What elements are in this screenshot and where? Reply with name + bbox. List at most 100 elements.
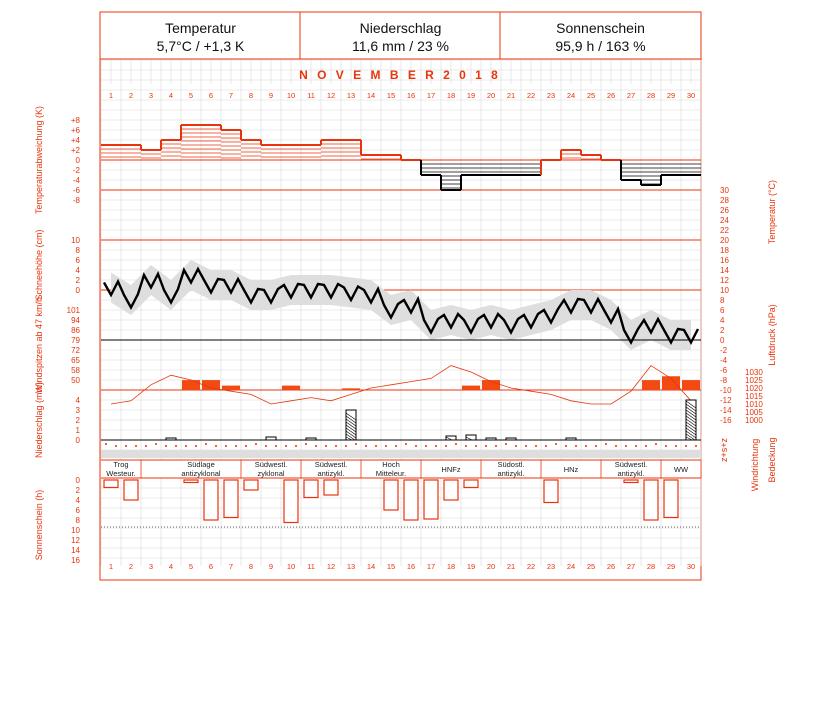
temp-anomaly-tick: 0 (76, 156, 81, 165)
temp-anomaly-tick: -6 (73, 186, 81, 195)
precip-hatch (685, 412, 697, 421)
wind-direction-dot (455, 443, 457, 445)
wind-direction-dot (645, 445, 647, 447)
sunshine-bar (623, 479, 639, 484)
precip-tick: 3 (76, 406, 81, 415)
wind-direction-dot (635, 445, 637, 447)
cloud-cover-band (101, 450, 701, 458)
wind-direction-dot (605, 443, 607, 445)
day-label-bottom: 24 (567, 562, 575, 571)
wind-direction-dot (395, 445, 397, 447)
wind-direction-dot (425, 445, 427, 447)
temperature-tick: 18 (720, 246, 729, 255)
day-label-top: 6 (209, 91, 213, 100)
precip-hatch (685, 433, 696, 441)
precip-tick: 2 (76, 416, 81, 425)
weather-type-label: HNFz (441, 465, 460, 474)
wind-direction-dot (545, 445, 547, 447)
wind-direction-dot (465, 445, 467, 447)
sunshine-tick: 10 (71, 526, 80, 535)
weather-type-label: Hoch (382, 460, 400, 469)
temperature-tick: 30 (720, 186, 729, 195)
sunshine-bar (323, 479, 339, 496)
wind-direction-dot (355, 443, 357, 445)
wind-direction-dot (585, 445, 587, 447)
wind-direction-dot (405, 443, 407, 445)
snow-tick: 0 (76, 286, 81, 295)
day-label-bottom: 21 (507, 562, 515, 571)
sunshine-bar (123, 479, 139, 501)
day-label-top: 11 (307, 91, 315, 100)
sunshine-tick: 4 (76, 496, 81, 505)
weather-type-label: Südwestl. (255, 460, 288, 469)
precip-hatch (345, 430, 357, 439)
wind-direction-dot (135, 445, 137, 447)
wind-direction-dot (575, 445, 577, 447)
day-label-top: 20 (487, 91, 495, 100)
precip-tick: 0 (76, 436, 81, 445)
precip-bar (505, 437, 517, 441)
axis-title-sunshine: Sonnenschein (h) (34, 490, 44, 561)
axis-title-temperature: Temperatur (°C) (767, 180, 777, 244)
precip-hatch (685, 418, 697, 427)
sunshine-tick: 14 (71, 546, 80, 555)
temperature-tick: 26 (720, 206, 729, 215)
header-temperature-title: Temperatur (165, 20, 236, 36)
day-label-top: 15 (387, 91, 395, 100)
day-label-bottom: 12 (327, 562, 335, 571)
header-temperature-value: 5,7°C / +1,3 K (156, 38, 245, 54)
day-label-top: 1 (109, 91, 113, 100)
temperature-tick: -2 (720, 346, 728, 355)
sunshine-tick: 0 (76, 476, 81, 485)
pressure-tick: 1010 (745, 400, 763, 409)
temperature-tick: 12 (720, 276, 729, 285)
wind-direction-dot (415, 445, 417, 447)
wind-direction-dot (175, 445, 177, 447)
temperature-tick: -12 (720, 396, 732, 405)
wind-gust-bar (202, 380, 220, 390)
day-label-top: 2 (129, 91, 133, 100)
wind-direction-dot (615, 445, 617, 447)
weather-type-label: Südlage (187, 460, 215, 469)
wind-direction-dot (295, 445, 297, 447)
day-label-top: 29 (667, 91, 675, 100)
precip-hatch (345, 412, 357, 421)
wind-gust-bar (642, 380, 660, 390)
day-label-bottom: 3 (149, 562, 153, 571)
precip-hatch (685, 436, 693, 441)
day-label-top: 18 (447, 91, 455, 100)
weather-type-label: Südwestl. (615, 460, 648, 469)
precip-bar (485, 437, 497, 441)
wind-direction-dot (555, 443, 557, 445)
axis-title-wind-direction: Windrichtung (750, 439, 760, 492)
wind-gust-bar (682, 380, 700, 390)
day-label-bottom: 11 (307, 562, 315, 571)
temp-anomaly-tick: -8 (73, 196, 81, 205)
sunshine-bar (663, 479, 679, 519)
weather-type-label: Westeur. (106, 469, 135, 478)
header-precipitation: Niederschlag 11,6 mm / 23 % (301, 13, 500, 59)
wind-direction-dot (325, 445, 327, 447)
wind-direction-dot (185, 445, 187, 447)
sunshine-bar (283, 479, 299, 524)
weather-type-label: antizyklonal (181, 469, 221, 478)
precip-hatch (345, 418, 357, 427)
day-label-top: 4 (169, 91, 173, 100)
header-sunshine-title: Sonnenschein (556, 20, 645, 36)
temperature-tick: 20 (720, 236, 729, 245)
temperature-tick: -10 (720, 386, 732, 395)
wind-gust-bar (482, 380, 500, 390)
wind-tick: 58 (71, 366, 80, 375)
precip-bar (565, 437, 577, 441)
snow-tick: 2 (76, 276, 81, 285)
wind-direction-dot (505, 443, 507, 445)
day-label-bottom: 20 (487, 562, 495, 571)
precip-hatch (685, 415, 697, 424)
sunshine-bar (183, 479, 199, 484)
day-label-bottom: 17 (427, 562, 435, 571)
temp-anomaly-tick: +6 (71, 126, 81, 135)
wind-direction-dot (685, 445, 687, 447)
day-label-bottom: 25 (587, 562, 595, 571)
wind-direction-dot (205, 443, 207, 445)
wind-direction-dot (525, 445, 527, 447)
